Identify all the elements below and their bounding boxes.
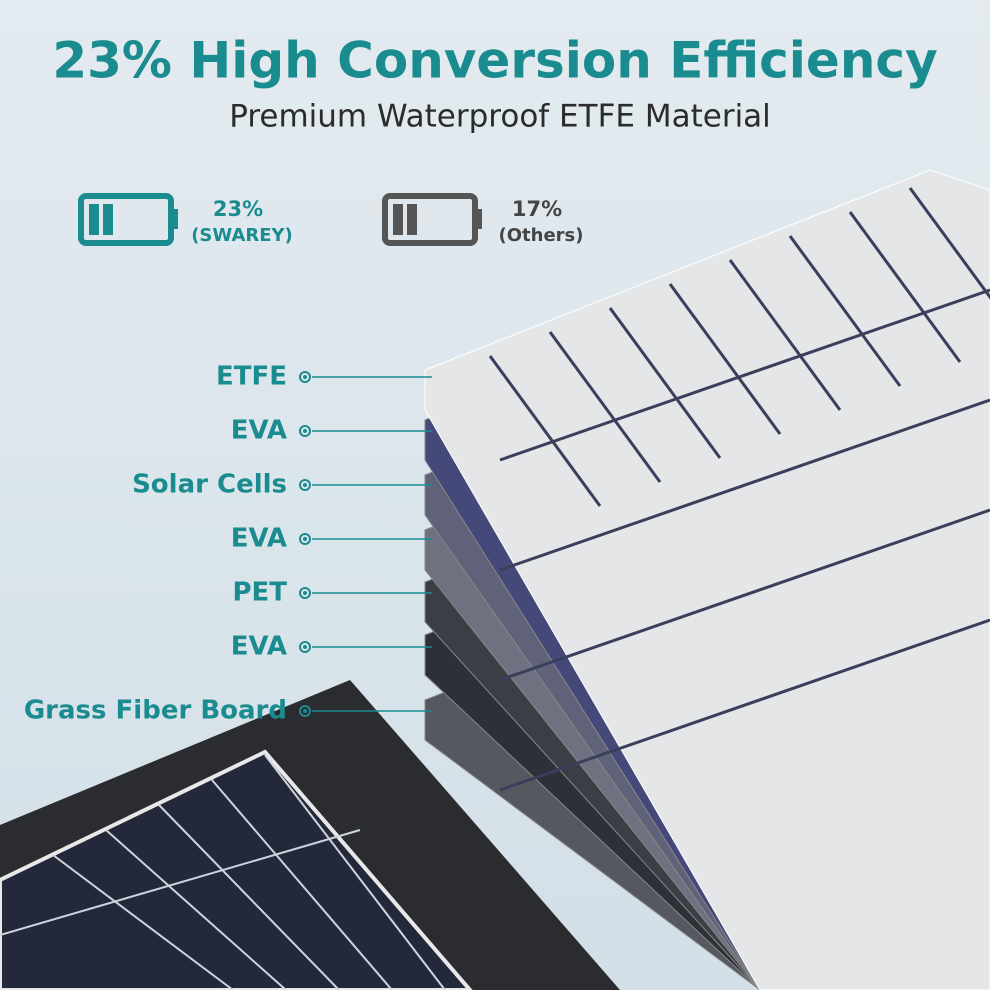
layer-label: EVA: [231, 416, 287, 446]
pointer-dot: [303, 375, 307, 379]
pointer-dot: [303, 709, 307, 713]
layer-label: EVA: [231, 524, 287, 554]
battery-icon: [78, 193, 178, 246]
panel-illustration: [0, 169, 990, 990]
pointer-dot: [299, 705, 311, 717]
etfe-grid: [499, 288, 990, 462]
etfe-grid: [848, 211, 962, 363]
pointer-dot: [299, 371, 311, 383]
label: (Others): [499, 225, 584, 246]
subtitle: Premium Waterproof ETFE Material: [229, 99, 771, 135]
cell-line: [105, 829, 287, 990]
layer-labels: ETFE EVA Solar Cells EVA PET EVA Grass Fiber B…: [24, 362, 432, 726]
etfe-grid: [728, 259, 842, 411]
pointer-dot: [303, 429, 307, 433]
layer-label: Grass Fiber Board: [24, 696, 287, 726]
etfe-grid: [788, 235, 902, 387]
etfe-grid: [908, 187, 990, 300]
etfe-grid: [608, 307, 722, 459]
pointer-dot: [303, 537, 307, 541]
pointer-dot: [303, 645, 307, 649]
value: 17%: [512, 197, 562, 221]
layer-label: Solar Cells: [132, 470, 287, 500]
cell-line: [158, 804, 340, 990]
pointer-dot: [299, 425, 311, 437]
label: (SWAREY): [191, 225, 293, 246]
etfe-grid: [499, 508, 990, 682]
battery-icon: [382, 193, 482, 246]
pointer-dot: [303, 483, 307, 487]
pointer-dot: [303, 591, 307, 595]
pointer-dot: [299, 641, 311, 653]
layer-sheet: [424, 169, 990, 990]
layer-label: PET: [232, 578, 287, 608]
etfe-grid: [499, 618, 990, 792]
value: 23%: [213, 197, 263, 221]
pointer-dot: [299, 533, 311, 545]
etfe-grid: [548, 331, 662, 483]
title: 23% High Conversion Efficiency: [52, 32, 937, 90]
layer-label: EVA: [231, 632, 287, 662]
pointer-dot: [299, 587, 311, 599]
cell-line: [0, 829, 361, 936]
etfe-grid: [488, 355, 602, 507]
etfe-grid: [499, 398, 990, 572]
front-panel: [0, 749, 473, 990]
etfe-grid: [668, 283, 782, 435]
pointer-dot: [299, 479, 311, 491]
cell-line: [264, 754, 446, 990]
cell-line: [211, 779, 393, 990]
cell-line: [52, 854, 234, 990]
layer-label: ETFE: [216, 362, 287, 392]
